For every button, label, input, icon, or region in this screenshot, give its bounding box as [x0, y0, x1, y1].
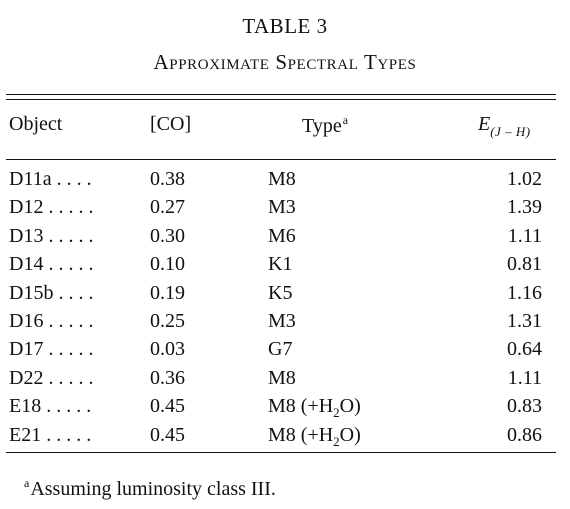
header-e-subscript: (J – H) — [490, 124, 531, 139]
table-body: D11a . . . . 0.38 M8 1.02 D12 . . . . . 0.27 M… — [0, 168, 570, 452]
table-row: D17 . . . . . 0.03 G7 0.64 — [0, 338, 570, 366]
header-color-excess: E(J – H) — [478, 113, 531, 140]
type-cell: M3 — [268, 310, 296, 333]
co-cell: 0.30 — [150, 224, 185, 247]
co-cell: 0.03 — [150, 338, 185, 361]
type-text: K1 — [268, 253, 293, 276]
color-excess-cell: 0.86 — [507, 423, 542, 446]
footnote-text: Assuming luminosity class III. — [30, 478, 276, 500]
footnote: aAssuming luminosity class III. — [24, 476, 276, 501]
object-cell: D11a . . . . — [9, 168, 92, 190]
footnote-mark: a — [24, 476, 30, 490]
table-row: D15b . . . . 0.19 K5 1.16 — [0, 282, 570, 310]
co-cell: 0.25 — [150, 309, 185, 332]
color-excess-cell: 0.83 — [507, 395, 542, 418]
type-cell: M6 — [268, 225, 296, 248]
type-text: M6 — [268, 224, 296, 247]
object-cell: D22 . . . . . — [9, 366, 94, 389]
type-cell: M8 — [268, 367, 296, 390]
color-excess-cell: 1.31 — [507, 309, 542, 332]
bottom-rule — [6, 452, 556, 453]
header-type: Typea — [302, 113, 348, 138]
top-rule — [6, 94, 556, 95]
header-type-footnote-mark: a — [342, 113, 349, 127]
color-excess-cell: 0.64 — [507, 338, 542, 361]
object-cell: D15b . . . . — [9, 281, 94, 304]
object-cell: D16 . . . . . — [9, 309, 94, 332]
type-text: M8 — [268, 168, 296, 190]
header-e-main: E — [478, 113, 491, 135]
type-cell: M8 (+H2O) — [268, 395, 361, 421]
type-cell: M3 — [268, 196, 296, 219]
type-cell: M8 (+H2O) — [268, 424, 361, 450]
table-caption: Approximate Spectral Types — [153, 50, 417, 74]
type-cell: K1 — [268, 253, 292, 276]
type-text: M3 — [268, 309, 296, 332]
object-cell: E18 . . . . . — [9, 395, 92, 418]
color-excess-cell: 1.11 — [507, 224, 542, 247]
type-text: K5 — [268, 281, 293, 304]
co-cell: 0.27 — [150, 196, 185, 219]
table-row: D16 . . . . . 0.25 M3 1.31 — [0, 310, 570, 338]
type-cell: K5 — [268, 282, 292, 305]
type-tail: O) — [339, 423, 361, 446]
type-subscript: 2 — [333, 433, 340, 449]
top-rule-second — [6, 99, 556, 100]
table-row: D22 . . . . . 0.36 M8 1.11 — [0, 367, 570, 395]
color-excess-cell: 1.11 — [507, 366, 542, 389]
type-text: M8 (+H — [268, 423, 334, 446]
header-co: [CO] — [150, 113, 192, 135]
color-excess-cell: 1.39 — [507, 196, 542, 219]
type-subscript: 2 — [333, 405, 340, 421]
type-text: M8 — [268, 366, 296, 389]
table-row: D12 . . . . . 0.27 M3 1.39 — [0, 196, 570, 224]
table-row: D14 . . . . . 0.10 K1 0.81 — [0, 253, 570, 281]
object-cell: D13 . . . . . — [9, 224, 94, 247]
co-cell: 0.38 — [150, 168, 185, 190]
co-cell: 0.45 — [150, 423, 185, 446]
table-row: D13 . . . . . 0.30 M6 1.11 — [0, 225, 570, 253]
type-text: M3 — [268, 196, 296, 219]
object-cell: D14 . . . . . — [9, 253, 94, 276]
co-cell: 0.45 — [150, 395, 185, 418]
co-cell: 0.19 — [150, 281, 185, 304]
table-number: TABLE 3 — [242, 14, 328, 38]
table-row: E21 . . . . . 0.45 M8 (+H2O) 0.86 — [0, 424, 570, 452]
object-cell: D17 . . . . . — [9, 338, 94, 361]
header-object: Object — [9, 113, 63, 135]
type-cell: M8 — [268, 168, 296, 191]
table-row: D11a . . . . 0.38 M8 1.02 — [0, 168, 570, 196]
type-text: G7 — [268, 338, 293, 361]
type-tail: O) — [339, 395, 361, 418]
object-cell: E21 . . . . . — [9, 423, 92, 446]
color-excess-cell: 1.02 — [507, 168, 542, 190]
co-cell: 0.36 — [150, 366, 185, 389]
header-type-label: Type — [302, 115, 342, 137]
table-row: E18 . . . . . 0.45 M8 (+H2O) 0.83 — [0, 395, 570, 423]
color-excess-cell: 1.16 — [507, 281, 542, 304]
color-excess-cell: 0.81 — [507, 253, 542, 276]
type-cell: G7 — [268, 338, 292, 361]
co-cell: 0.10 — [150, 253, 185, 276]
header-rule — [6, 159, 556, 160]
object-cell: D12 . . . . . — [9, 196, 94, 219]
type-text: M8 (+H — [268, 395, 334, 418]
